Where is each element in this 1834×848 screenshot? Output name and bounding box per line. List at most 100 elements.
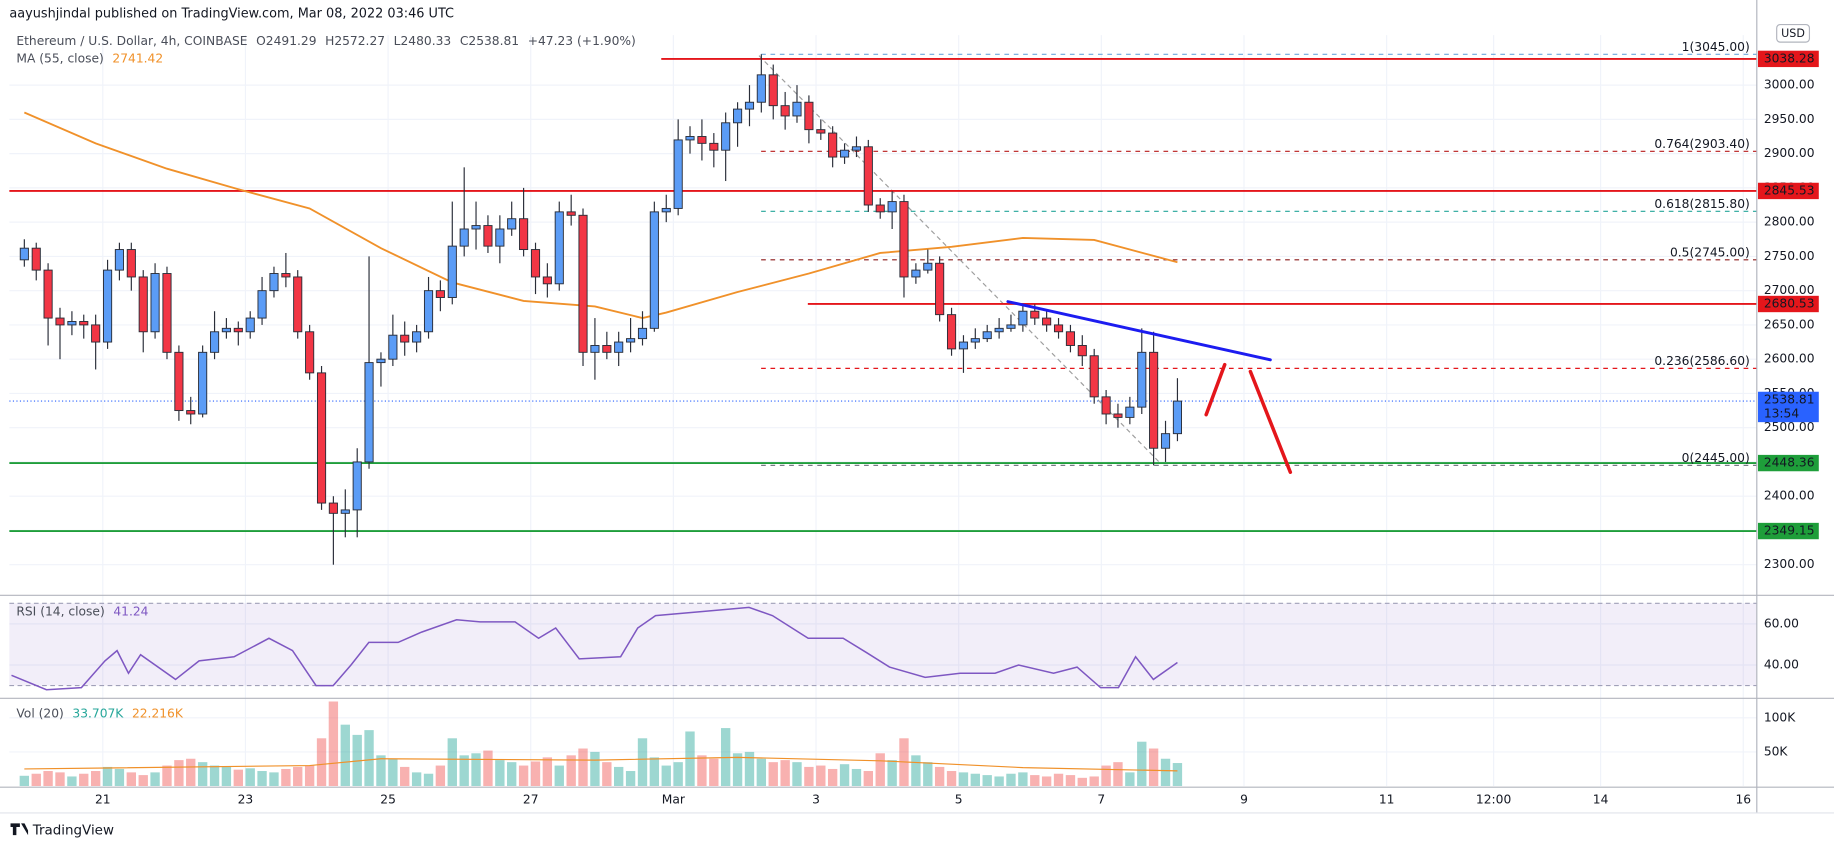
fib-label: 0.5(2745.00) [1670, 245, 1750, 259]
volume-bar [637, 738, 648, 787]
candle-body [388, 334, 398, 360]
candle-body [269, 273, 279, 292]
volume-bar [887, 760, 897, 787]
volume-bar [138, 775, 148, 787]
x-tick-label: 21 [95, 793, 111, 807]
candle-body [1137, 351, 1147, 408]
candle-body [554, 211, 564, 285]
volume-bar [566, 755, 576, 787]
y-tick-label: 2600.00 [1764, 352, 1815, 366]
volume-bar [304, 765, 315, 787]
candle-body [780, 105, 790, 117]
volume-ma-line [24, 756, 1178, 772]
volume-ma-value: 22.216K [132, 706, 184, 720]
y-tick-label: 2500.00 [1764, 420, 1815, 434]
level-label-box [1757, 295, 1819, 313]
volume-bar [970, 773, 980, 787]
rsi-name: RSI (14, close) [16, 604, 104, 618]
candle-body [792, 101, 802, 117]
publisher-line: aayushjindal published on TradingView.co… [9, 7, 454, 22]
volume-bar [816, 765, 826, 787]
volume-bar [400, 766, 410, 787]
volume-bar [625, 771, 636, 787]
candle-body [1101, 396, 1111, 415]
volume-bar [923, 762, 933, 787]
volume-bar [186, 758, 196, 787]
volume-bar [90, 771, 101, 787]
ohlc-value: 2538.81 [468, 33, 519, 47]
currency[interactable]: USD [1781, 27, 1805, 40]
volume-bar [55, 772, 65, 787]
candle-body [495, 228, 505, 247]
candle-body [946, 314, 957, 350]
candle-body [970, 338, 980, 343]
y-tick-label: 40.00 [1764, 658, 1799, 672]
volume-bar [602, 762, 612, 787]
level-label-box [1757, 182, 1819, 200]
volume-bar [67, 776, 77, 787]
y-tick-label: 2300.00 [1764, 557, 1815, 571]
symbol-legend: Ethereum / U.S. Dollar, 4h, COINBASE O24… [16, 33, 635, 47]
volume-bar [744, 751, 755, 787]
y-tick-label: 50K [1764, 744, 1789, 758]
level-label-box [1757, 50, 1819, 68]
volume-bar [590, 751, 600, 787]
candle-body [840, 149, 850, 158]
volume-bar [780, 760, 790, 787]
volume-bar [863, 771, 873, 787]
candle-body [911, 269, 921, 278]
candle-body [1149, 351, 1159, 449]
price-badge-countdown: 13:54 [1764, 406, 1800, 420]
candle-body [55, 317, 65, 326]
candle-body [483, 225, 493, 247]
fib-label: 0(2445.00) [1682, 451, 1750, 465]
volume-bar [269, 772, 279, 787]
currency-box[interactable] [1776, 23, 1811, 43]
candle-body [590, 345, 600, 353]
volume-bar [281, 768, 291, 787]
volume-bar [792, 762, 802, 787]
brand-logo [10, 823, 29, 836]
x-tick-label: 23 [238, 793, 254, 807]
y-tick-label: 3000.00 [1764, 78, 1815, 92]
y-tick-label: 2700.00 [1764, 283, 1815, 297]
volume-bar [411, 772, 422, 787]
volume-bar [1125, 772, 1135, 787]
candle-body [542, 276, 552, 285]
candle-body [1125, 406, 1135, 418]
rsi-value: 41.24 [113, 604, 148, 618]
candle-body [293, 276, 303, 333]
candle-body [875, 204, 885, 213]
volume-bar [459, 755, 469, 787]
volume-bar [1172, 763, 1183, 787]
volume-bar [1160, 758, 1171, 787]
level-label: 2448.36 [1764, 456, 1815, 470]
volume-bar [471, 753, 481, 787]
ohlc-value: 2491.29 [266, 33, 317, 47]
price-badge [1757, 391, 1819, 423]
ma-legend: MA (55, close) 2741.42 [16, 51, 163, 65]
candle-body [935, 262, 945, 316]
candle-body [1006, 324, 1016, 329]
candle-body [1113, 413, 1123, 418]
volume-bar [946, 771, 957, 787]
volume-bar [209, 765, 220, 787]
level-label-box [1757, 522, 1819, 540]
candle-body [67, 321, 77, 326]
candle-body [91, 324, 101, 343]
candle-body [1160, 433, 1171, 449]
candle-body [198, 351, 208, 415]
candle-body [305, 331, 315, 374]
candle-body [685, 136, 695, 141]
candle-body [340, 509, 350, 514]
volume-bar [483, 750, 493, 787]
candle-body [1018, 310, 1028, 326]
candle-body [1030, 310, 1040, 319]
candle-body [1089, 355, 1099, 398]
candle-body [851, 146, 862, 151]
ohlc-key: O [256, 33, 266, 47]
volume-bar [839, 764, 850, 787]
volume-legend: Vol (20) 33.707K 22.216K [16, 706, 183, 720]
volume-bar [1077, 777, 1087, 787]
